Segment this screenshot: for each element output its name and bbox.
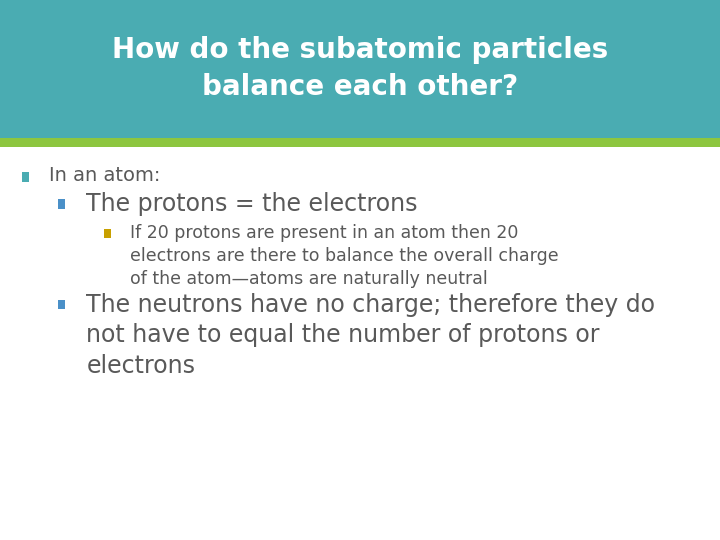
Text: In an atom:: In an atom:: [49, 166, 161, 185]
Bar: [0, 138, 720, 147]
Bar: [58, 300, 65, 309]
Text: balance each other?: balance each other?: [202, 73, 518, 101]
Text: How do the subatomic particles: How do the subatomic particles: [112, 37, 608, 64]
Text: The neutrons have no charge; therefore they do
not have to equal the number of p: The neutrons have no charge; therefore t…: [86, 293, 655, 378]
Bar: [58, 199, 65, 209]
Bar: [104, 230, 111, 238]
Bar: [22, 172, 29, 181]
Text: The protons = the electrons: The protons = the electrons: [86, 192, 418, 216]
Text: If 20 protons are present in an atom then 20
electrons are there to balance the : If 20 protons are present in an atom the…: [130, 224, 558, 288]
Bar: [0, 0, 720, 138]
